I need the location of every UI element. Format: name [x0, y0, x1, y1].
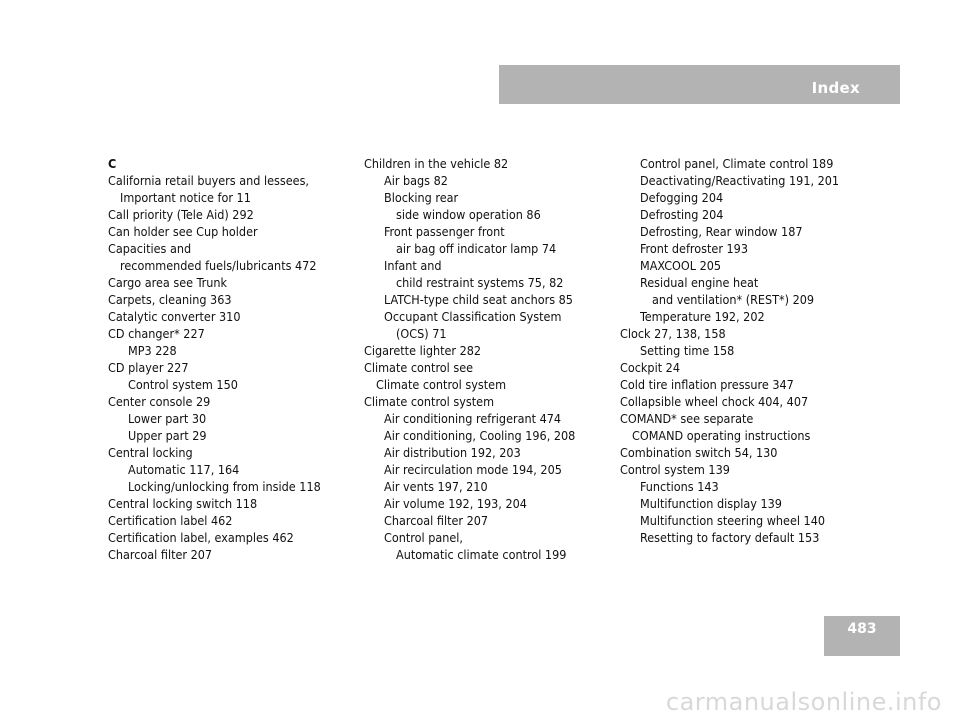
index-entry: Blocking rear: [384, 190, 459, 205]
index-entry: LATCH-type child seat anchors 85: [384, 292, 573, 307]
index-entry: Air conditioning, Cooling 196, 208: [384, 428, 576, 443]
index-entry: Air bags 82: [384, 173, 448, 188]
index-entry: Cigarette lighter 282: [364, 343, 482, 358]
index-entry: Air recirculation mode 194, 205: [384, 462, 562, 477]
index-entry: California retail buyers and lessees,: [108, 173, 309, 188]
index-entry: Center console 29: [108, 394, 211, 409]
index-entry: MAXCOOL 205: [640, 258, 722, 273]
index-entry: Control panel, Climate control 189: [640, 156, 834, 171]
index-entry: Occupant Classification System: [384, 309, 562, 324]
index-entry: Call priority (Tele Aid) 292: [108, 207, 254, 222]
index-entry: MP3 228: [128, 343, 177, 358]
index-entry: Carpets, cleaning 363: [108, 292, 232, 307]
index-entry: Temperature 192, 202: [640, 309, 765, 324]
index-entry: (OCS) 71: [396, 326, 447, 341]
index-entry: Air volume 192, 193, 204: [384, 496, 527, 511]
index-entry: Control system 139: [620, 462, 730, 477]
index-entry: Residual engine heat: [640, 275, 759, 290]
index-entry: Air conditioning refrigerant 474: [384, 411, 562, 426]
index-column-2: Children in the vehicle 82 Air bags 82 Blo…: [364, 155, 575, 563]
index-entry: Charcoal filter 207: [108, 547, 213, 562]
index-entry: Certification label 462: [108, 513, 233, 528]
index-entry: Lower part 30: [128, 411, 207, 426]
index-entry: CD changer* 227: [108, 326, 205, 341]
index-entry: Setting time 158: [640, 343, 735, 358]
index-entry: Infant and: [384, 258, 442, 273]
page-number: 483: [847, 621, 877, 637]
index-entry: Climate control see: [364, 360, 474, 375]
index-entry: Multifunction display 139: [640, 496, 782, 511]
page-number-box: 483: [824, 616, 900, 656]
index-entry: Catalytic converter 310: [108, 309, 241, 324]
index-entry: Clock 27, 138, 158: [620, 326, 726, 341]
index-entry: Front defroster 193: [640, 241, 748, 256]
index-entry: Automatic 117, 164: [128, 462, 240, 477]
index-entry: child restraint systems 75, 82: [396, 275, 564, 290]
index-entry: Capacities and: [108, 241, 192, 256]
index-entry: Charcoal filter 207: [384, 513, 489, 528]
index-letter-heading: C: [108, 156, 117, 171]
index-entry: CD player 227: [108, 360, 189, 375]
index-entry: side window operation 86: [396, 207, 541, 222]
index-entry: Certification label, examples 462: [108, 530, 294, 545]
index-entry: Collapsible wheel chock 404, 407: [620, 394, 809, 409]
index-entry: Control panel,: [384, 530, 463, 545]
index-entry: Defrosting 204: [640, 207, 724, 222]
page-title: Index: [811, 79, 860, 97]
index-entry: COMAND* see separate: [620, 411, 754, 426]
index-entry: Central locking switch 118: [108, 496, 258, 511]
index-entry: Cold tire inflation pressure 347: [620, 377, 794, 392]
index-entry: Multifunction steering wheel 140: [640, 513, 826, 528]
index-entry: Climate control system: [364, 394, 495, 409]
header-bar: Index: [499, 65, 900, 104]
index-entry: Children in the vehicle 82: [364, 156, 509, 171]
index-column-1: C California retail buyers and lessees, Im…: [108, 155, 321, 563]
index-entry: Air distribution 192, 203: [384, 445, 521, 460]
index-entry: Defogging 204: [640, 190, 724, 205]
index-entry: Central locking: [108, 445, 193, 460]
index-entry: Air vents 197, 210: [384, 479, 488, 494]
index-entry: Can holder see Cup holder: [108, 224, 258, 239]
index-entry: Functions 143: [640, 479, 719, 494]
index-entry: and ventilation* (REST*) 209: [652, 292, 815, 307]
index-entry: Cockpit 24: [620, 360, 680, 375]
index-entry: Climate control system: [376, 377, 507, 392]
index-entry: air bag off indicator lamp 74: [396, 241, 557, 256]
index-entry: Automatic climate control 199: [396, 547, 567, 562]
index-entry: Deactivating/Reactivating 191, 201: [640, 173, 840, 188]
index-entry: Control system 150: [128, 377, 238, 392]
index-entry: Resetting to factory default 153: [640, 530, 820, 545]
index-entry: Defrosting, Rear window 187: [640, 224, 803, 239]
index-entry: Locking/unlocking from inside 118: [128, 479, 321, 494]
watermark: carmanualsonline.info: [665, 688, 942, 716]
index-column-3: Control panel, Climate control 189 Deacti…: [620, 155, 839, 546]
index-entry: Cargo area see Trunk: [108, 275, 228, 290]
index-entry: Combination switch 54, 130: [620, 445, 778, 460]
index-entry: COMAND operating instructions: [632, 428, 811, 443]
index-entry: recommended fuels/lubricants 472: [120, 258, 317, 273]
index-entry: Upper part 29: [128, 428, 207, 443]
index-entry: Front passenger front: [384, 224, 505, 239]
index-entry: Important notice for 11: [120, 190, 251, 205]
